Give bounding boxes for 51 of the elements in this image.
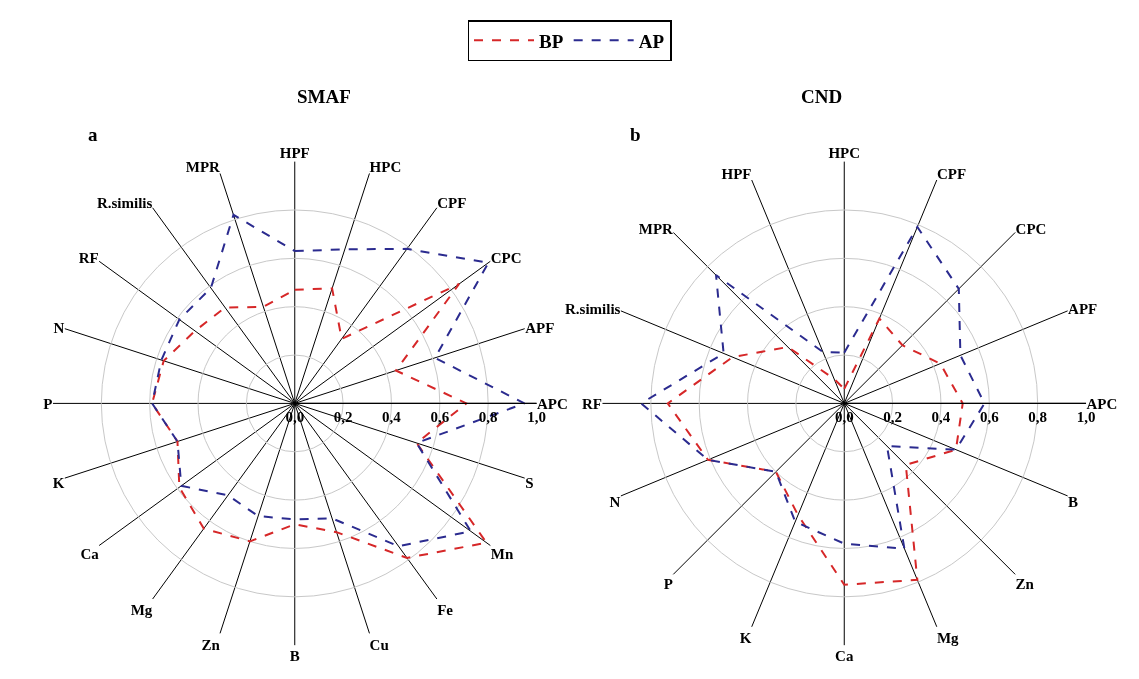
spoke-label: CPF xyxy=(437,195,467,212)
text: SMAF xyxy=(297,86,351,107)
spoke-label: HPF xyxy=(721,165,752,182)
y-tick-label: 0,8 xyxy=(478,409,498,425)
y-tick-label: 0,6 xyxy=(430,409,450,425)
spoke-label: MPR xyxy=(185,158,221,175)
spoke-label: B xyxy=(1068,493,1079,510)
chart-title: CND xyxy=(801,86,843,107)
spoke-label: Zn xyxy=(1015,576,1035,593)
y-tick-label: 1,0 xyxy=(527,409,546,425)
spoke-label: Mg xyxy=(130,601,153,618)
y-tick-label: 0,4 xyxy=(931,409,951,425)
spoke-label: RF xyxy=(78,250,99,267)
spoke-label: Mg xyxy=(936,630,960,647)
spoke-label: MPR xyxy=(638,220,674,237)
spoke-label: Ca xyxy=(835,647,854,664)
spoke-label: HPC xyxy=(369,158,402,175)
spoke-label: CPF xyxy=(936,165,967,182)
spoke-label: CPC xyxy=(1015,220,1047,237)
legend-label: BP xyxy=(539,30,564,52)
spoke-label: S xyxy=(525,474,534,491)
spoke-label: APC xyxy=(1086,395,1118,412)
spoke-label: HPC xyxy=(828,145,861,162)
spoke-label: APF xyxy=(1068,301,1098,318)
y-tick-label: 0,8 xyxy=(1028,409,1048,425)
spoke-label: CPC xyxy=(490,250,522,267)
spoke-label: Mn xyxy=(490,545,514,562)
spoke-label: P xyxy=(43,395,53,412)
y-tick-label: 0,2 xyxy=(883,409,902,425)
spoke-label: R.similis xyxy=(564,301,621,318)
y-tick-label: 0,4 xyxy=(382,409,402,425)
spoke-label: Cu xyxy=(369,636,389,653)
spoke-label: APF xyxy=(525,319,555,336)
spoke-label: B xyxy=(289,647,300,664)
text: b xyxy=(630,124,641,145)
spoke-label: Ca xyxy=(80,545,100,562)
spoke-label: P xyxy=(663,576,673,593)
spoke-label: Zn xyxy=(201,636,221,653)
spoke-label: RF xyxy=(581,395,602,412)
spoke-label: HPF xyxy=(279,145,310,162)
y-tick-label: 0,6 xyxy=(979,409,1000,425)
spoke-label: Fe xyxy=(437,601,454,618)
spoke-label: N xyxy=(53,319,65,336)
text: a xyxy=(88,124,98,145)
spoke-label: N xyxy=(609,493,621,510)
spoke-label: R.similis xyxy=(96,195,153,212)
spoke-label: K xyxy=(52,474,65,491)
spoke-label: APC xyxy=(537,395,568,412)
legend-label: AP xyxy=(638,30,665,52)
spoke-label: K xyxy=(739,630,752,647)
y-tick-label: 1,0 xyxy=(1076,409,1096,425)
